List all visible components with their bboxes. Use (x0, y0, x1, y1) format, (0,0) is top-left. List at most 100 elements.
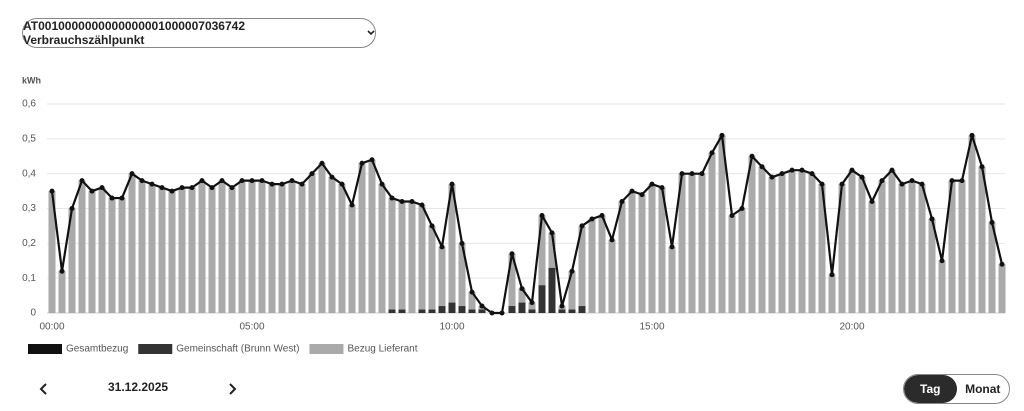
bar-segment (548, 267, 556, 313)
bar-segment (528, 309, 536, 313)
bar-segment (208, 187, 216, 313)
bar-segment (958, 180, 966, 313)
x-tick-label: 05:00 (239, 322, 264, 333)
bar-segment (228, 187, 236, 313)
line-point (379, 181, 385, 187)
bar-segment (898, 184, 906, 313)
bar-segment (908, 180, 916, 313)
bar-segment (468, 292, 476, 310)
bar-segment (78, 180, 86, 313)
legend-swatch (28, 344, 62, 354)
bar-segment (578, 225, 586, 307)
bar-segment (58, 271, 66, 313)
y-tick-label: 0 (30, 308, 36, 319)
bar-segment (708, 152, 716, 313)
meter-selector-text: AT0010000000000000001000007036742 Verbra… (23, 19, 245, 47)
bar-segment (638, 194, 646, 313)
bar-segment (358, 163, 366, 313)
line-point (999, 261, 1005, 267)
bar-segment (198, 180, 206, 313)
bar-segment (368, 159, 376, 313)
line-point (289, 178, 295, 184)
line-point (519, 286, 525, 292)
bar-segment (728, 215, 736, 313)
line-point (259, 178, 265, 184)
line-point (199, 178, 205, 184)
bar-segment (398, 309, 406, 313)
line-point (819, 181, 825, 187)
line-point (49, 188, 55, 194)
toggle-day[interactable]: Tag (904, 375, 957, 403)
line-point (479, 303, 485, 309)
bar-segment (918, 184, 926, 313)
line-point (319, 160, 325, 166)
line-point (919, 181, 925, 187)
line-point (569, 268, 575, 274)
bar-segment (758, 166, 766, 313)
line-point (759, 164, 765, 170)
bar-segment (778, 173, 786, 313)
line-point (339, 181, 345, 187)
line-point (949, 178, 955, 184)
bar-segment (888, 170, 896, 313)
bar-segment (968, 135, 976, 313)
bar-segment (608, 239, 616, 313)
bar-segment (588, 218, 596, 313)
toggle-month[interactable]: Monat (965, 382, 1001, 396)
y-tick-label: 0,5 (22, 133, 36, 144)
bar-segment (798, 170, 806, 313)
line-point (889, 167, 895, 173)
line-point (79, 178, 85, 184)
bar-segment (988, 222, 996, 313)
line-point (979, 164, 985, 170)
bar-segment (218, 180, 226, 313)
bar-segment (558, 309, 566, 313)
line-point (69, 206, 75, 211)
next-day-button[interactable] (226, 382, 238, 396)
line-point (529, 300, 535, 306)
bar-segment (508, 306, 516, 313)
bar-segment (698, 173, 706, 313)
line-point (159, 185, 165, 191)
line-point (169, 188, 175, 194)
meter-selector[interactable]: AT0010000000000000001000007036742 Verbra… (22, 18, 376, 48)
line-point (899, 181, 905, 187)
bar-segment (378, 184, 386, 313)
line-point (89, 188, 95, 194)
bar-segment (118, 198, 126, 313)
line-point (729, 212, 735, 218)
bar-segment (418, 309, 426, 313)
line-point (219, 178, 225, 184)
line-point (299, 181, 305, 187)
bar-segment (458, 243, 466, 307)
bar-segment (868, 201, 876, 313)
bar-segment (598, 215, 606, 313)
line-point (449, 181, 455, 187)
line-point (539, 212, 545, 218)
line-point (559, 303, 565, 309)
line-point (439, 244, 445, 250)
line-point (689, 171, 695, 177)
bar-segment (448, 184, 456, 303)
y-axis-label: kWh (22, 75, 41, 85)
line-point (749, 153, 755, 159)
line-point (619, 199, 625, 205)
y-tick-label: 0,6 (22, 99, 36, 110)
line-point (609, 237, 615, 243)
bar-segment (928, 218, 936, 313)
bar-segment (848, 170, 856, 313)
bar-segment (688, 173, 696, 313)
bar-segment (538, 215, 546, 286)
line-point (859, 174, 865, 180)
bar-segment (528, 302, 536, 310)
prev-day-button[interactable] (38, 382, 50, 396)
line-point (179, 185, 185, 191)
bar-segment (48, 191, 56, 313)
line-point (779, 171, 785, 177)
bar-segment (468, 309, 476, 313)
bar-segment (658, 187, 666, 313)
line-point (649, 181, 655, 187)
line-point (659, 185, 665, 191)
line-point (699, 171, 705, 177)
x-tick-label: 15:00 (639, 322, 664, 333)
